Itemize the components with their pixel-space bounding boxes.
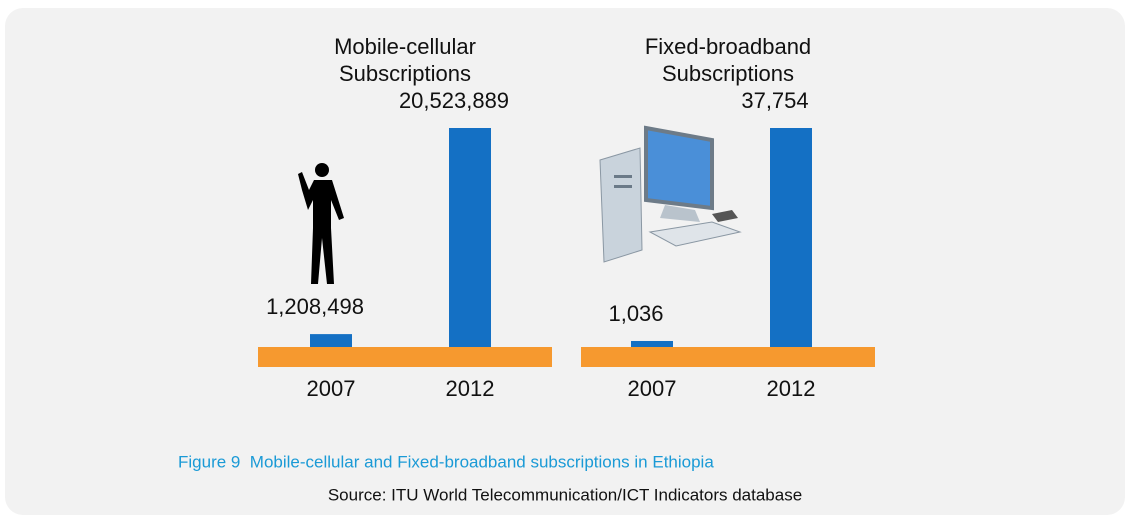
- x-tick-label: 2012: [446, 376, 495, 401]
- value-label: 1,208,498: [266, 294, 364, 319]
- value-label: 37,754: [741, 88, 808, 113]
- caption: Figure 9 Mobile-cellular and Fixed-broad…: [178, 452, 714, 471]
- x-tick-label: 2007: [307, 376, 356, 401]
- value-label: 20,523,889: [399, 88, 509, 113]
- base-bar: [581, 347, 875, 367]
- panel: [5, 8, 1125, 515]
- bar: [449, 128, 491, 347]
- bar: [631, 341, 673, 347]
- bar: [310, 334, 352, 347]
- chart-title: Fixed-broadband: [645, 34, 811, 59]
- infographic: Mobile-cellularSubscriptions1,208,498200…: [0, 0, 1132, 523]
- page: {"chart_data": [ {"type": "bar", "title"…: [0, 0, 1132, 523]
- chart-title: Subscriptions: [339, 61, 471, 86]
- value-label: 1,036: [608, 301, 663, 326]
- x-tick-label: 2007: [628, 376, 677, 401]
- chart-title: Subscriptions: [662, 61, 794, 86]
- chart-title: Mobile-cellular: [334, 34, 476, 59]
- base-bar: [258, 347, 552, 367]
- x-tick-label: 2012: [767, 376, 816, 401]
- source: Source: ITU World Telecommunication/ICT …: [328, 485, 802, 504]
- bar: [770, 128, 812, 347]
